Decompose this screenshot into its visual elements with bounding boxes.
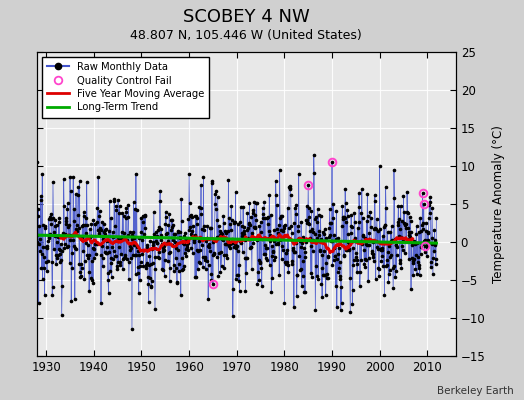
Text: Berkeley Earth: Berkeley Earth [437, 386, 514, 396]
Text: SCOBEY 4 NW: SCOBEY 4 NW [183, 8, 310, 26]
Legend: Raw Monthly Data, Quality Control Fail, Five Year Moving Average, Long-Term Tren: Raw Monthly Data, Quality Control Fail, … [42, 57, 209, 118]
Y-axis label: Temperature Anomaly (°C): Temperature Anomaly (°C) [493, 125, 506, 283]
Text: 48.807 N, 105.446 W (United States): 48.807 N, 105.446 W (United States) [130, 29, 362, 42]
